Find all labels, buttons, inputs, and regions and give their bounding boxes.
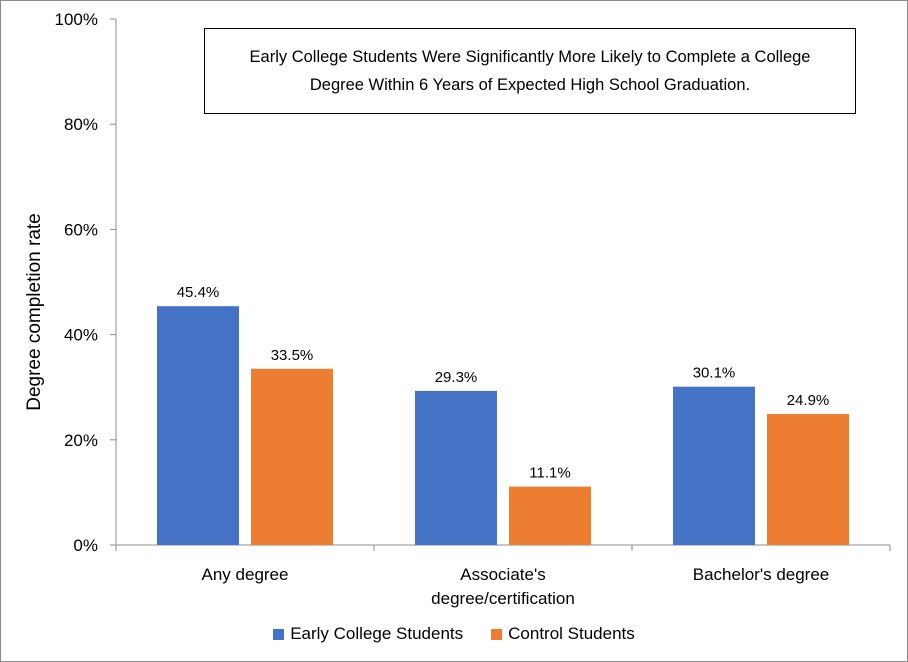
chart-title: Early College Students Were Significantl…	[249, 48, 811, 94]
legend-item-early-college: Early College Students	[273, 624, 463, 644]
legend-swatch-control	[491, 628, 503, 640]
data-label: 33.5%	[271, 347, 314, 364]
legend: Early College Students Control Students	[0, 624, 908, 644]
x-category-label: Any degree	[202, 565, 289, 584]
y-tick-label: 60%	[64, 220, 98, 239]
bar	[157, 306, 239, 545]
chart-title-box: Early College Students Were Significantl…	[204, 28, 856, 114]
bar	[767, 414, 849, 545]
data-label: 11.1%	[529, 465, 570, 482]
y-tick-label: 80%	[64, 115, 98, 134]
y-tick-label: 0%	[73, 536, 98, 555]
x-category-label: Associate's	[460, 565, 545, 584]
data-label: 24.9%	[787, 392, 830, 409]
y-tick-label: 100%	[55, 10, 98, 29]
y-axis-label: Degree completion rate	[24, 213, 45, 411]
legend-label-early-college: Early College Students	[290, 624, 464, 643]
bar	[673, 386, 755, 545]
bar	[509, 486, 591, 545]
legend-swatch-early-college	[273, 628, 285, 640]
data-label: 30.1%	[693, 365, 736, 382]
x-category-label: Bachelor's degree	[693, 565, 830, 584]
legend-label-control: Control Students	[508, 624, 635, 643]
y-tick-label: 20%	[64, 431, 98, 450]
legend-item-control: Control Students	[491, 624, 635, 644]
y-tick-label: 40%	[64, 326, 98, 345]
data-label: 29.3%	[435, 369, 478, 386]
data-label: 45.4%	[177, 284, 220, 301]
x-category-label: degree/certification	[431, 589, 575, 608]
bar	[415, 390, 497, 545]
bar	[251, 368, 333, 545]
